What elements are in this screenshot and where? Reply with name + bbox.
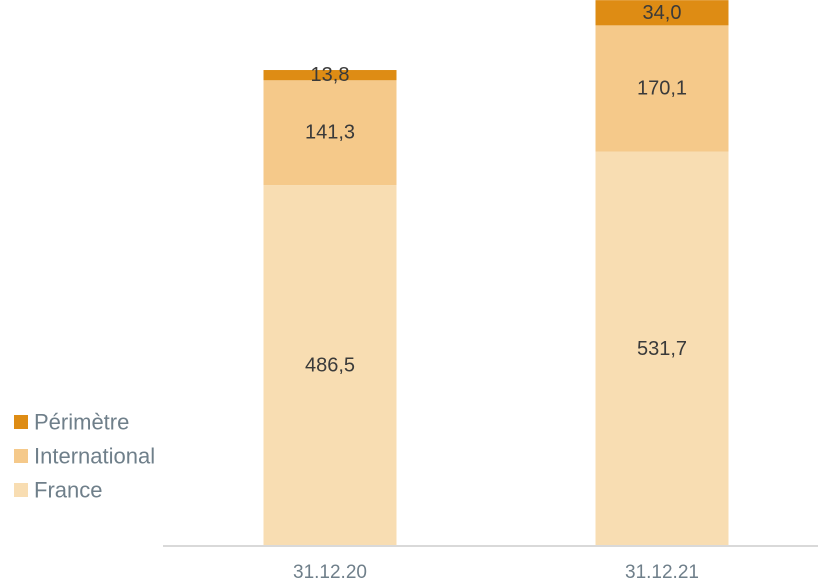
data-label-perimetre-31-12-20: 13,8 [311,64,350,86]
x-tick-labels-group: 31.12.20 31.12.21 [293,562,699,583]
bar-perimetre-31-12-20 [263,70,397,81]
data-label-perimetre-31-12-21: 34,0 [643,2,682,24]
bar-france-31-12-21 [595,151,729,546]
bar-international-31-12-21 [595,25,729,152]
data-label-france-31-12-21: 531,7 [637,338,687,360]
x-tick-label-31-12-20: 31.12.20 [293,562,367,583]
bar-perimetre-31-12-21 [595,0,729,26]
legend-swatch-international [14,449,28,463]
legend-label-international: International [34,444,155,469]
bar-international-31-12-20 [263,80,397,186]
x-tick-label-31-12-21: 31.12.21 [625,562,699,583]
legend-swatch-france [14,483,28,497]
legend-label-perimetre: Périmètre [34,410,129,435]
bar-france-31-12-20 [263,185,397,546]
bar-labels-group: 486,5 141,3 13,8 531,7 170,1 34,0 [305,2,687,377]
data-label-international-31-12-21: 170,1 [637,77,687,99]
legend-label-france: France [34,478,102,503]
legend-swatch-perimetre [14,415,28,429]
legend: Périmètre International France [14,410,155,503]
data-label-france-31-12-20: 486,5 [305,355,355,377]
bars-group [263,0,729,546]
data-label-international-31-12-20: 141,3 [305,122,355,144]
